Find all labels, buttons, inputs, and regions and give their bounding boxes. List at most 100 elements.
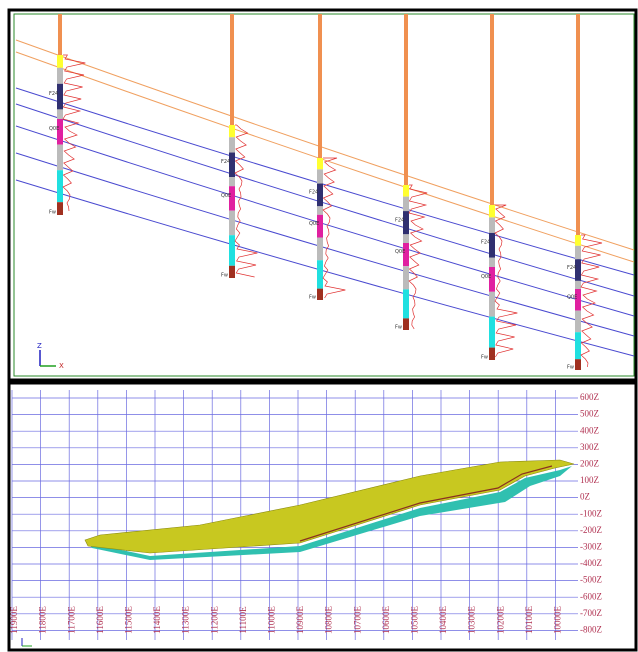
well-interval <box>403 185 409 197</box>
well-interval <box>489 291 495 317</box>
well-interval <box>317 214 323 238</box>
well-stick <box>318 14 322 158</box>
well-label: Fw <box>395 325 402 331</box>
well-interval <box>489 316 495 348</box>
z-label: 100Z <box>580 475 599 485</box>
well-interval <box>575 289 581 311</box>
well-stick <box>576 14 580 235</box>
well-label: Fw <box>221 273 228 279</box>
correlation-line <box>15 87 635 276</box>
z-label: 600Z <box>580 392 599 402</box>
well-interval <box>317 260 323 289</box>
e-label: 11900E <box>9 606 19 634</box>
e-label: 11700E <box>66 606 76 634</box>
z-label: 0Z <box>580 492 590 502</box>
well-interval <box>403 211 409 235</box>
e-label: 11500E <box>123 606 133 634</box>
e-label: 11200E <box>209 606 219 634</box>
well-interval <box>489 217 495 233</box>
e-label: 10600E <box>381 606 391 635</box>
e-label: 11000E <box>266 606 276 634</box>
well-label: Fw <box>567 365 574 371</box>
e-label: 10400E <box>438 606 448 635</box>
e-label: 10800E <box>324 606 334 635</box>
well-interval <box>57 83 63 110</box>
z-label: -600Z <box>580 591 602 601</box>
axis-x-label: X <box>59 362 64 370</box>
correlation-line <box>15 179 635 357</box>
well-interval <box>229 235 235 266</box>
z-label: 300Z <box>580 442 599 452</box>
axis-z-label: Z <box>37 342 42 350</box>
log-curve <box>408 184 428 330</box>
section-inner-frame <box>13 13 635 377</box>
well-interval <box>229 137 235 153</box>
well-interval <box>57 202 63 215</box>
e-label: 11300E <box>181 606 191 634</box>
well-interval <box>575 332 581 360</box>
well-interval <box>229 210 235 236</box>
well-interval <box>403 318 409 330</box>
well-interval <box>489 257 495 267</box>
well-interval <box>317 158 323 170</box>
log-curve <box>62 54 86 212</box>
e-label: 11100E <box>238 606 248 634</box>
well-interval <box>57 170 63 203</box>
log-curve <box>580 234 603 368</box>
e-label: 10500E <box>409 606 419 635</box>
well-interval <box>57 144 63 171</box>
well-interval <box>57 119 63 145</box>
well-label: F24 <box>49 91 58 97</box>
e-label: 10000E <box>552 606 562 635</box>
well-label: Q0E <box>395 249 405 255</box>
z-label: 400Z <box>580 425 599 435</box>
e-label: 10900E <box>295 606 305 635</box>
z-label: -800Z <box>580 624 602 634</box>
well-interval <box>57 67 63 84</box>
e-label: 10100E <box>524 606 534 635</box>
well-stick <box>58 14 62 55</box>
well-interval <box>229 177 235 187</box>
well-label: Fw <box>49 210 56 216</box>
well-interval <box>403 243 409 267</box>
log-curve <box>322 157 346 299</box>
well-interval <box>575 259 581 281</box>
well-interval <box>57 109 63 119</box>
well-label: F24 <box>309 190 318 196</box>
well-label: F24 <box>221 159 230 165</box>
z-label: -200Z <box>580 525 602 535</box>
e-label: 11400E <box>152 606 162 634</box>
well-interval <box>317 206 323 215</box>
well-interval <box>575 310 581 333</box>
z-label: 200Z <box>580 458 599 468</box>
section-view: F24 Q0E Fw F24 Q0E Fw F24 Q0E Fw F24 Q0E Fw F24 Q0E Fw… <box>7 8 638 382</box>
z-label: -300Z <box>580 541 602 551</box>
well-label: F24 <box>567 265 576 271</box>
z-label: -700Z <box>580 608 602 618</box>
well-interval <box>229 152 235 178</box>
well-interval <box>317 183 323 207</box>
well-stick <box>490 14 494 205</box>
well-interval <box>575 280 581 289</box>
well-stick <box>404 14 408 185</box>
well-label: Q0E <box>221 193 231 199</box>
well-stick <box>230 14 234 125</box>
correlation-line <box>15 39 635 251</box>
e-label: 10300E <box>467 606 477 635</box>
correlation-line <box>15 103 635 297</box>
well-interval <box>403 234 409 243</box>
well-interval <box>229 125 235 138</box>
well-label: Q0E <box>49 126 59 132</box>
well-interval <box>403 196 409 212</box>
z-label: -400Z <box>580 558 602 568</box>
well-label: Q0E <box>309 221 319 227</box>
well-interval <box>575 359 581 370</box>
z-label: -500Z <box>580 575 602 585</box>
well-label: Fw <box>309 295 316 301</box>
well-interval <box>229 186 235 211</box>
well-interval <box>489 347 495 360</box>
model-edge <box>299 465 553 542</box>
well-label: F24 <box>395 217 404 223</box>
well-interval <box>575 235 581 246</box>
model-view: 600Z 500Z 400Z 300Z 200Z 100Z 0Z -100Z -200Z -300… <box>7 381 638 652</box>
